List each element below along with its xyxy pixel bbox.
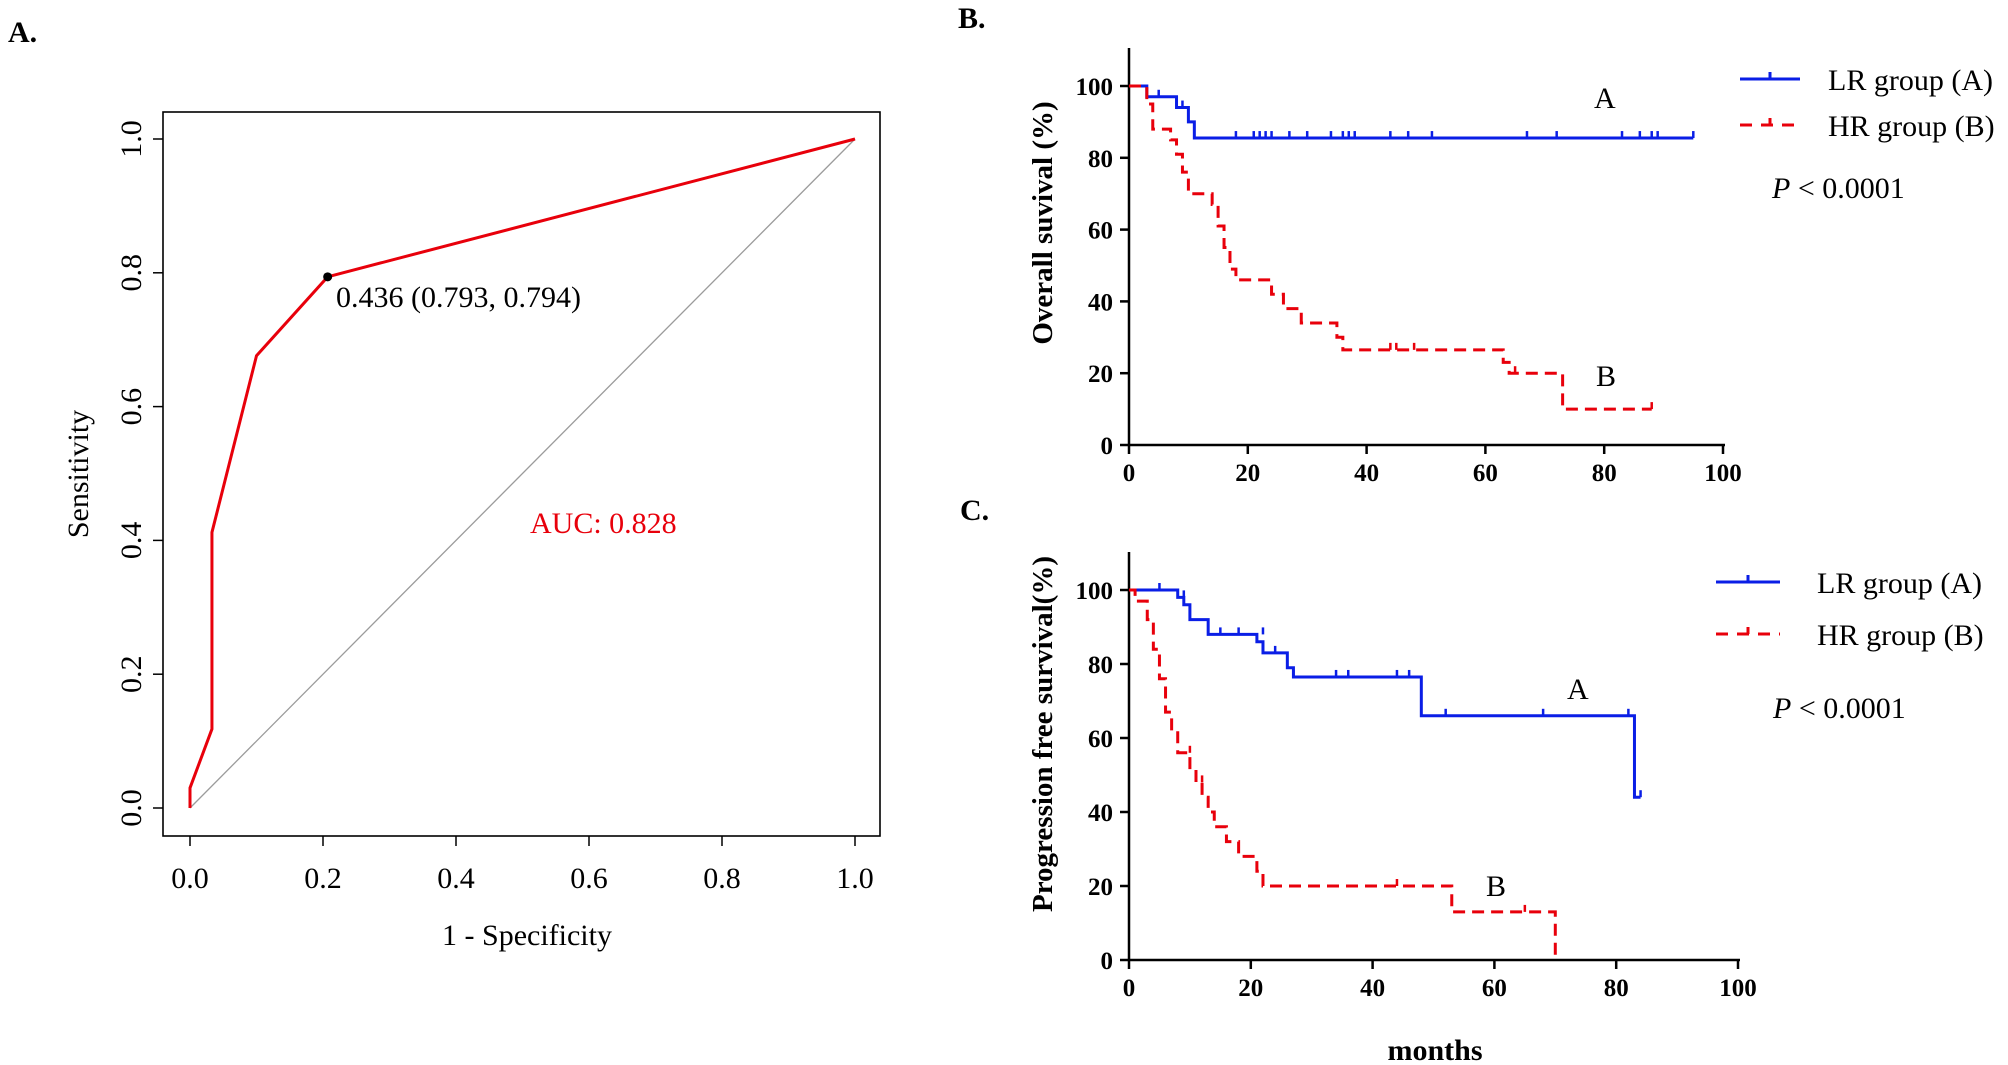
roc-x-tick-label: 0.8 — [703, 862, 741, 895]
roc-x-tick-label: 0.6 — [570, 862, 608, 895]
os-x-tick-label: 100 — [1704, 460, 1742, 487]
os-x-tick-label: 80 — [1592, 460, 1617, 487]
pfs-y-tick-label: 80 — [1088, 652, 1113, 679]
roc-x-tick-label: 1.0 — [836, 862, 874, 895]
pfs-p-value-text: < 0.0001 — [1791, 692, 1905, 725]
roc-auc-label: AUC: 0.828 — [530, 507, 677, 540]
os-curve-label-a: A — [1594, 82, 1616, 115]
roc-y-tick-label: 0.2 — [115, 655, 148, 693]
roc-y-tick-label: 0.4 — [115, 522, 148, 560]
pfs-curve-label-b: B — [1486, 870, 1506, 903]
progression-free-survival-chart-panel: C. 0 20 40 60 80 100 0 20 40 60 80 100 Progression… — [960, 494, 1984, 1065]
pfs-y-tick-label: 20 — [1088, 874, 1113, 901]
panel-label-a: A. — [8, 16, 37, 49]
roc-plot-frame — [162, 111, 881, 837]
os-x-tick-label: 20 — [1235, 460, 1260, 487]
os-curve-hr — [1129, 84, 1652, 411]
roc-y-tick-label: 0.6 — [115, 388, 148, 426]
pfs-x-axis-title: months — [1387, 1034, 1482, 1065]
pfs-p-value-symbol: P — [1772, 692, 1791, 725]
roc-x-tick-label: 0.0 — [171, 862, 209, 895]
pfs-x-tick-label: 20 — [1238, 975, 1263, 1002]
overall-survival-chart-panel: B. 0 20 40 60 80 100 0 20 40 60 80 100 Overall suv… — [958, 2, 1995, 487]
roc-x-tick-label: 0.4 — [437, 862, 475, 895]
pfs-y-tick-label: 0 — [1101, 948, 1114, 975]
pfs-y-tick-label: 100 — [1076, 578, 1114, 605]
os-p-value-text: < 0.0001 — [1790, 172, 1904, 205]
pfs-curve-lr — [1129, 588, 1641, 799]
os-y-tick-label: 80 — [1088, 146, 1113, 173]
roc-y-tick-label: 0.0 — [115, 789, 148, 827]
pfs-y-tick-label: 60 — [1088, 726, 1113, 753]
roc-cutoff-point — [323, 272, 333, 282]
panel-label-c: C. — [960, 494, 989, 527]
os-y-tick-label: 40 — [1088, 289, 1113, 316]
pfs-curve-label-a: A — [1567, 673, 1589, 706]
os-y-tick-label: 0 — [1101, 433, 1114, 460]
pfs-curve-hr — [1129, 588, 1557, 960]
os-y-tick-label: 20 — [1088, 361, 1113, 388]
roc-y-tick-label: 0.8 — [115, 254, 148, 292]
os-y-tick-label: 60 — [1088, 218, 1113, 245]
roc-x-tick-label: 0.2 — [304, 862, 342, 895]
os-legend-hr-label: HR group (B) — [1828, 110, 1995, 143]
roc-x-axis-title: 1 - Specificity — [442, 919, 612, 952]
os-p-value: P < 0.0001 — [1771, 172, 1905, 205]
roc-cutoff-label: 0.436 (0.793, 0.794) — [336, 281, 581, 314]
os-y-tick-label: 100 — [1076, 74, 1114, 101]
pfs-legend-hr-label: HR group (B) — [1817, 619, 1984, 652]
panel-label-b: B. — [958, 2, 986, 35]
pfs-x-tick-label: 40 — [1360, 975, 1385, 1002]
os-legend: LR group (A) HR group (B) — [1740, 64, 1995, 143]
os-x-tick-label: 0 — [1123, 460, 1136, 487]
os-x-tick-label: 40 — [1354, 460, 1379, 487]
roc-reference-diagonal — [189, 138, 856, 809]
os-x-tick-label: 60 — [1473, 460, 1498, 487]
pfs-p-value: P < 0.0001 — [1772, 692, 1906, 725]
pfs-legend-lr-label: LR group (A) — [1817, 567, 1982, 600]
pfs-x-tick-label: 0 — [1123, 975, 1136, 1002]
pfs-legend: LR group (A) HR group (B) — [1716, 567, 1984, 652]
os-p-value-symbol: P — [1771, 172, 1790, 205]
os-legend-lr-label: LR group (A) — [1828, 64, 1993, 97]
roc-y-axis-title: Sensitivity — [62, 410, 95, 538]
pfs-x-tick-label: 60 — [1482, 975, 1507, 1002]
pfs-x-tick-label: 80 — [1604, 975, 1629, 1002]
pfs-y-axis-title: Progression free survival(%) — [1027, 556, 1059, 912]
roc-y-tick-label: 1.0 — [115, 120, 148, 158]
os-curve-label-b: B — [1596, 360, 1616, 393]
os-y-axis-title: Overall suvival (%) — [1027, 101, 1059, 344]
pfs-y-tick-label: 40 — [1088, 800, 1113, 827]
pfs-x-tick-label: 100 — [1719, 975, 1757, 1002]
roc-chart-panel: A. 0.0 0.2 0.4 0.6 0.8 1.0 0.0 0.2 0.4 0.6 0.8 1.0… — [8, 16, 881, 952]
